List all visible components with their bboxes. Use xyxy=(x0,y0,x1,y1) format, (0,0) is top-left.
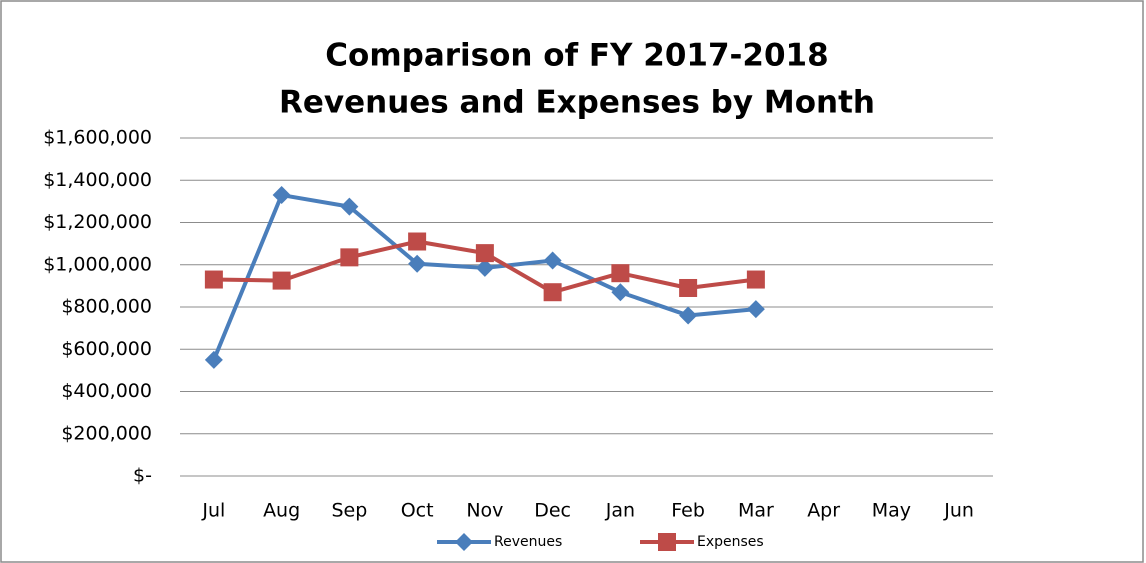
marker xyxy=(475,244,494,263)
marker xyxy=(543,283,562,302)
marker xyxy=(340,248,359,267)
marker xyxy=(272,271,291,290)
x-tick-label: Nov xyxy=(466,500,503,522)
x-tick-label: Oct xyxy=(401,500,434,522)
marker xyxy=(408,254,427,273)
y-tick-label: $200,000 xyxy=(61,422,152,444)
y-tick-label: $800,000 xyxy=(61,296,152,318)
marker xyxy=(611,283,630,302)
marker xyxy=(475,258,494,277)
marker xyxy=(204,270,223,289)
marker xyxy=(272,186,291,205)
x-tick-label: Apr xyxy=(807,500,840,522)
y-tick-label: $1,000,000 xyxy=(43,253,152,275)
chart-title: Comparison of FY 2017-2018 xyxy=(325,38,828,74)
x-tick-label: May xyxy=(872,500,911,522)
x-tick-label: Feb xyxy=(671,500,705,522)
y-tick-label: $- xyxy=(133,465,152,487)
marker xyxy=(679,306,698,325)
x-tick-label: Jan xyxy=(605,500,635,522)
marker xyxy=(658,533,676,551)
x-tick-label: Sep xyxy=(331,500,367,522)
y-tick-label: $600,000 xyxy=(61,338,152,360)
marker xyxy=(679,278,698,297)
x-tick-label: Jul xyxy=(201,500,225,522)
y-tick-label: $400,000 xyxy=(61,380,152,402)
y-tick-label: $1,600,000 xyxy=(43,127,152,149)
y-tick-label: $1,400,000 xyxy=(43,169,152,191)
legend-label: Expenses xyxy=(697,534,764,550)
marker xyxy=(543,251,562,270)
x-tick-label: Mar xyxy=(738,500,774,522)
x-tick-label: Jun xyxy=(943,500,974,522)
legend-label: Revenues xyxy=(494,534,562,550)
marker xyxy=(204,350,223,369)
y-tick-label: $1,200,000 xyxy=(43,211,152,233)
chart-title: Revenues and Expenses by Month xyxy=(279,85,875,121)
marker xyxy=(746,270,765,289)
marker xyxy=(611,264,630,283)
marker xyxy=(746,300,765,319)
marker xyxy=(455,533,473,551)
x-tick-label: Dec xyxy=(534,500,571,522)
marker xyxy=(408,232,427,251)
x-tick-label: Aug xyxy=(263,500,300,522)
marker xyxy=(340,197,359,216)
